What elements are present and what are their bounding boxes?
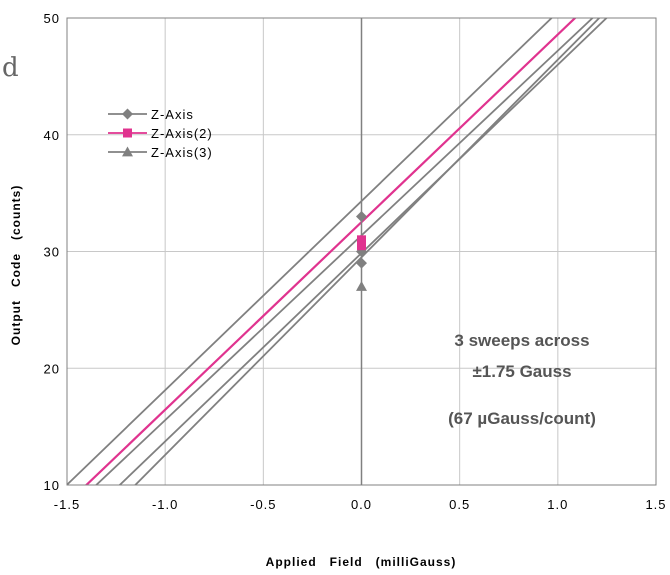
data-point xyxy=(356,257,367,269)
y-tick-label: 50 xyxy=(44,11,60,26)
series-lines xyxy=(67,18,608,485)
data-point xyxy=(356,210,367,222)
annotation-line-1: 3 sweeps across xyxy=(454,331,589,350)
legend: Z-Axis Z-Axis(2) Z-Axis(3) xyxy=(108,107,213,160)
y-tick-label: 10 xyxy=(44,478,60,493)
x-tick-label: -1.5 xyxy=(54,497,80,512)
series-line xyxy=(118,18,608,485)
x-tick-label: 0.5 xyxy=(449,497,470,512)
data-point xyxy=(356,281,367,291)
y-tick-label: 30 xyxy=(44,245,60,260)
legend-label: Z-Axis xyxy=(151,107,194,122)
x-tick-label: 1.0 xyxy=(547,497,568,512)
annotation-line-3: (67 µGauss/count) xyxy=(448,409,596,428)
data-point xyxy=(357,235,366,245)
series-line xyxy=(67,18,553,485)
legend-swatch-marker xyxy=(122,108,133,120)
series-line xyxy=(84,18,577,485)
legend-swatch-marker xyxy=(122,146,133,157)
legend-swatch-marker xyxy=(123,128,132,138)
edge-fragment-text: d xyxy=(2,53,19,83)
x-tick-label: -0.5 xyxy=(250,497,276,512)
annotation-line-2: ±1.75 Gauss xyxy=(472,362,571,381)
legend-label: Z-Axis(3) xyxy=(151,145,213,160)
series-line xyxy=(94,18,594,485)
legend-label: Z-Axis(2) xyxy=(151,126,213,141)
plot-frame xyxy=(66,17,657,486)
tick-labels: -1.5 -1.0 -0.5 0.0 0.5 1.0 1.5 10 20 30 40 50 xyxy=(44,11,666,512)
series-line xyxy=(134,18,601,485)
y-axis-title: Output Code (counts) xyxy=(9,185,23,346)
data-point xyxy=(357,241,366,251)
data-markers xyxy=(356,210,367,291)
y-tick-label: 40 xyxy=(44,128,60,143)
y-tick-label: 20 xyxy=(44,361,60,376)
x-tick-label: 1.5 xyxy=(645,497,666,512)
x-tick-label: -1.0 xyxy=(152,497,178,512)
x-axis-title: Applied Field (milliGauss) xyxy=(266,555,457,569)
x-tick-label: 0.0 xyxy=(351,497,372,512)
